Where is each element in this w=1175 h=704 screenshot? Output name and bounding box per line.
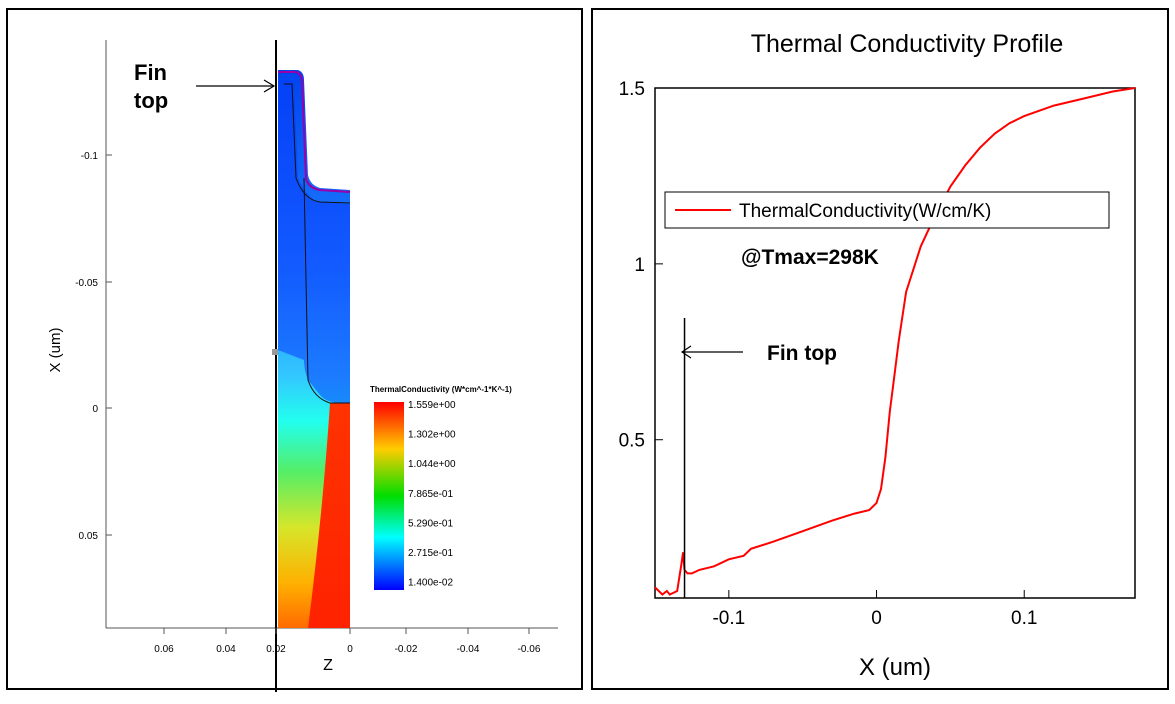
right-xlabel: X (um) xyxy=(859,654,931,681)
substrate-field xyxy=(308,403,350,628)
colorbar-label: 1.400e-02 xyxy=(408,578,453,589)
colorbar-label: 1.044e+00 xyxy=(408,459,456,470)
colorbar xyxy=(374,402,404,590)
left-xtick-label: 0.06 xyxy=(154,644,174,655)
colorbar-label: 5.290e-01 xyxy=(408,518,453,529)
left-ytick-label: 0.05 xyxy=(79,531,99,542)
line-panel: Thermal Conductivity Profile 0.5 1 1.5 -0.… xyxy=(591,8,1169,690)
legend-label: ThermalConductivity(W/cm/K) xyxy=(739,201,991,222)
left-xtick-label: -0.06 xyxy=(518,644,541,655)
right-ytick-label: 1 xyxy=(634,255,645,276)
colorbar-label: 7.865e-01 xyxy=(408,489,453,500)
line-plot: Thermal Conductivity Profile 0.5 1 1.5 -0.… xyxy=(619,30,1136,681)
right-xtick-label: -0.1 xyxy=(712,608,745,629)
right-ytick-label: 1.5 xyxy=(619,79,645,100)
left-xtick-label: 0 xyxy=(347,644,353,655)
colorbar-label: 1.302e+00 xyxy=(408,430,456,441)
left-xtick-label: 0.02 xyxy=(266,644,286,655)
colorbar-title: ThermalConductivity (W*cm^-1*K^-1) xyxy=(370,385,512,394)
right-xtick-label: 0 xyxy=(871,608,882,629)
contour-panel: Fin top -0.1 -0.05 0 0.05 0.06 0.04 0.02 0 -0.0… xyxy=(6,8,583,692)
fin-top-annotation: Fin top xyxy=(767,342,837,365)
fin-top-arrowhead-right xyxy=(680,345,692,359)
fin-top-label-line1: Fin xyxy=(134,60,167,85)
fin-outline xyxy=(278,71,351,193)
right-xtick-label: 0.1 xyxy=(1011,608,1037,629)
contour-plot: Fin top -0.1 -0.05 0 0.05 0.06 0.04 0.02 0 -0.0… xyxy=(47,40,558,692)
right-ytick-label: 0.5 xyxy=(619,431,645,452)
plot-frame xyxy=(654,87,1136,599)
left-ytick-label: -0.05 xyxy=(75,278,98,289)
colorbar-label: 1.559e+00 xyxy=(408,400,456,411)
left-ytick-label: -0.1 xyxy=(81,151,99,162)
chart-title: Thermal Conductivity Profile xyxy=(751,30,1064,58)
fin-core xyxy=(278,80,350,403)
fin-interface xyxy=(284,83,351,404)
left-xtick-label: 0.04 xyxy=(216,644,236,655)
fin-top-label-line2: top xyxy=(134,88,168,113)
left-xtick-label: -0.02 xyxy=(395,644,418,655)
condition-label: @Tmax=298K xyxy=(741,246,879,269)
series-line-thermal-conductivity xyxy=(654,87,1136,596)
cut-marker xyxy=(272,349,278,355)
left-xtick-label: -0.04 xyxy=(457,644,480,655)
left-xlabel: Z xyxy=(323,657,333,674)
left-ylabel: X (um) xyxy=(47,327,64,372)
left-ytick-label: 0 xyxy=(92,404,98,415)
colorbar-label: 2.715e-01 xyxy=(408,548,453,559)
legend-box xyxy=(664,191,1110,229)
fin-top-arrowhead xyxy=(263,79,276,93)
